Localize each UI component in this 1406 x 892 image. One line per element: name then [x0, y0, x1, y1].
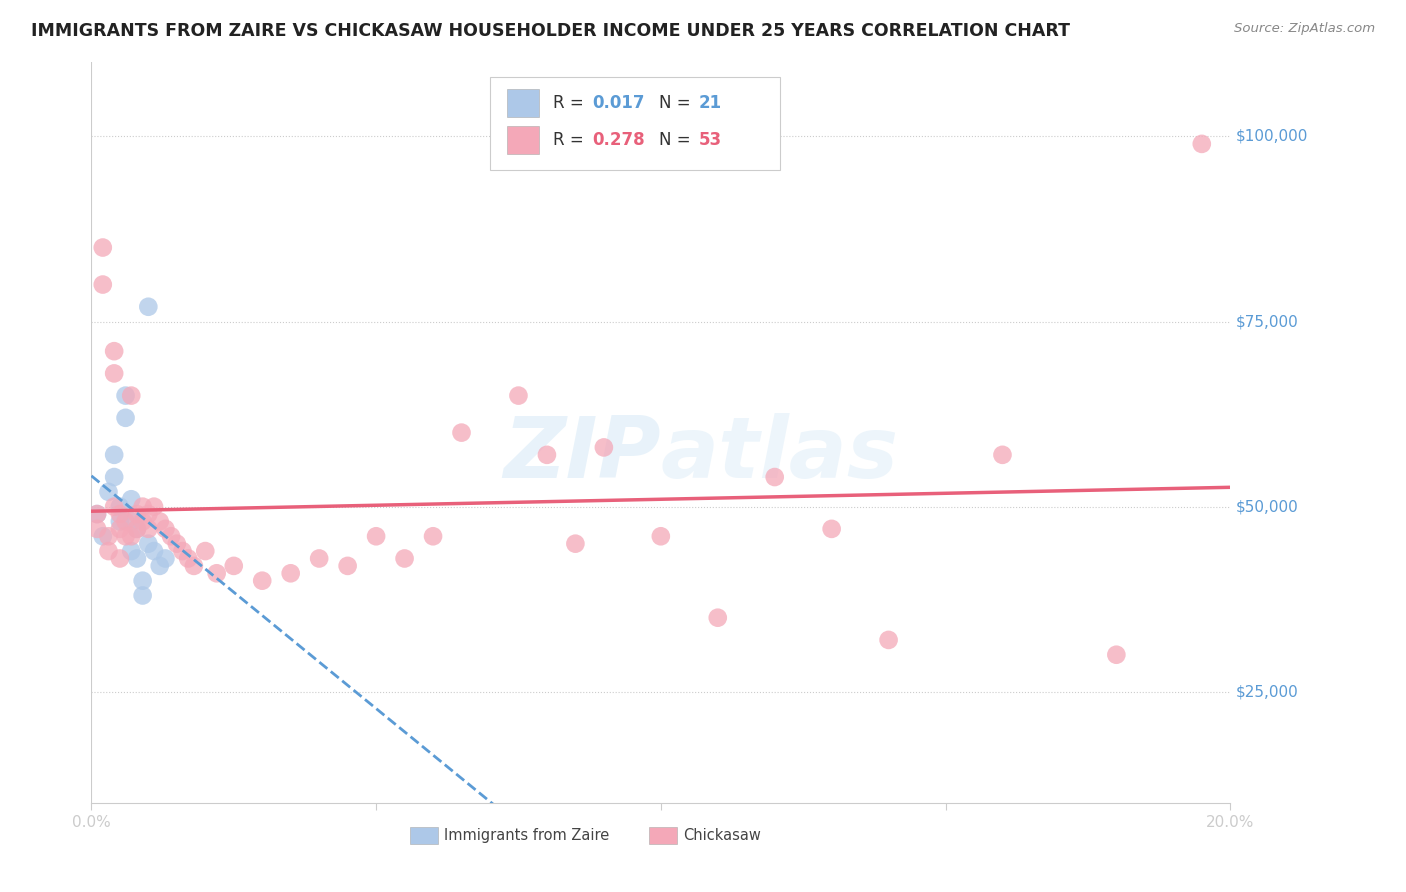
Point — [103, 367, 125, 381]
Text: $50,000: $50,000 — [1236, 500, 1299, 514]
Point — [364, 529, 387, 543]
Point — [149, 515, 172, 529]
Point — [422, 529, 444, 543]
Point — [450, 425, 472, 440]
Point — [103, 470, 125, 484]
Point — [97, 484, 120, 499]
Text: R =: R = — [553, 95, 589, 112]
Text: ZIP: ZIP — [503, 413, 661, 496]
Point — [183, 558, 205, 573]
Text: $25,000: $25,000 — [1236, 684, 1299, 699]
Point — [650, 529, 672, 543]
FancyBboxPatch shape — [489, 78, 780, 169]
Point — [120, 492, 142, 507]
Point — [91, 240, 114, 254]
Point — [763, 470, 786, 484]
Point — [86, 522, 108, 536]
Text: 53: 53 — [699, 131, 721, 149]
Point — [820, 522, 842, 536]
Point — [394, 551, 416, 566]
Point — [114, 529, 136, 543]
Text: Immigrants from Zaire: Immigrants from Zaire — [444, 828, 610, 843]
Point — [160, 529, 183, 543]
Point — [172, 544, 194, 558]
Point — [86, 507, 108, 521]
Text: atlas: atlas — [661, 413, 898, 496]
Point — [155, 551, 177, 566]
Point — [138, 522, 160, 536]
Point — [108, 500, 131, 514]
Point — [564, 536, 586, 550]
Point — [120, 529, 142, 543]
Text: N =: N = — [658, 131, 696, 149]
Point — [131, 589, 153, 603]
Point — [108, 507, 131, 521]
Text: 0.017: 0.017 — [592, 95, 645, 112]
Point — [706, 611, 728, 625]
Point — [108, 522, 131, 536]
Point — [120, 544, 142, 558]
Text: 21: 21 — [699, 95, 721, 112]
Bar — [650, 827, 676, 844]
Point — [131, 515, 153, 529]
Text: $100,000: $100,000 — [1236, 129, 1309, 144]
Point — [125, 522, 148, 536]
Point — [86, 507, 108, 521]
Point — [222, 558, 245, 573]
Text: IMMIGRANTS FROM ZAIRE VS CHICKASAW HOUSEHOLDER INCOME UNDER 25 YEARS CORRELATION: IMMIGRANTS FROM ZAIRE VS CHICKASAW HOUSE… — [31, 22, 1070, 40]
Point — [114, 410, 136, 425]
Point — [120, 389, 142, 403]
Bar — [508, 89, 538, 117]
Text: Source: ZipAtlas.com: Source: ZipAtlas.com — [1234, 22, 1375, 36]
Point — [1191, 136, 1213, 151]
Point — [120, 515, 142, 529]
Point — [138, 507, 160, 521]
Point — [91, 529, 114, 543]
Point — [103, 500, 125, 514]
Point — [131, 500, 153, 514]
Point — [131, 574, 153, 588]
Text: 0.278: 0.278 — [592, 131, 645, 149]
Point — [97, 544, 120, 558]
Point — [194, 544, 217, 558]
Point — [108, 515, 131, 529]
Point — [108, 551, 131, 566]
Point — [308, 551, 330, 566]
Point — [166, 536, 188, 550]
Bar — [411, 827, 437, 844]
Point — [103, 448, 125, 462]
Point — [536, 448, 558, 462]
Point — [205, 566, 228, 581]
Point — [149, 558, 172, 573]
Point — [114, 515, 136, 529]
Point — [177, 551, 200, 566]
Text: $75,000: $75,000 — [1236, 314, 1299, 329]
Point — [125, 507, 148, 521]
Point — [877, 632, 900, 647]
Point — [143, 500, 166, 514]
Point — [143, 544, 166, 558]
Point — [250, 574, 273, 588]
Point — [97, 529, 120, 543]
Text: Chickasaw: Chickasaw — [683, 828, 762, 843]
Point — [1105, 648, 1128, 662]
Point — [91, 277, 114, 292]
Point — [508, 389, 530, 403]
Point — [138, 536, 160, 550]
Point — [336, 558, 359, 573]
Text: R =: R = — [553, 131, 589, 149]
Point — [138, 300, 160, 314]
Point — [593, 441, 616, 455]
Point — [125, 522, 148, 536]
Point — [155, 522, 177, 536]
Point — [103, 344, 125, 359]
Point — [280, 566, 302, 581]
Point — [114, 389, 136, 403]
Text: N =: N = — [658, 95, 696, 112]
Bar — [508, 126, 538, 154]
Point — [125, 551, 148, 566]
Point — [991, 448, 1014, 462]
